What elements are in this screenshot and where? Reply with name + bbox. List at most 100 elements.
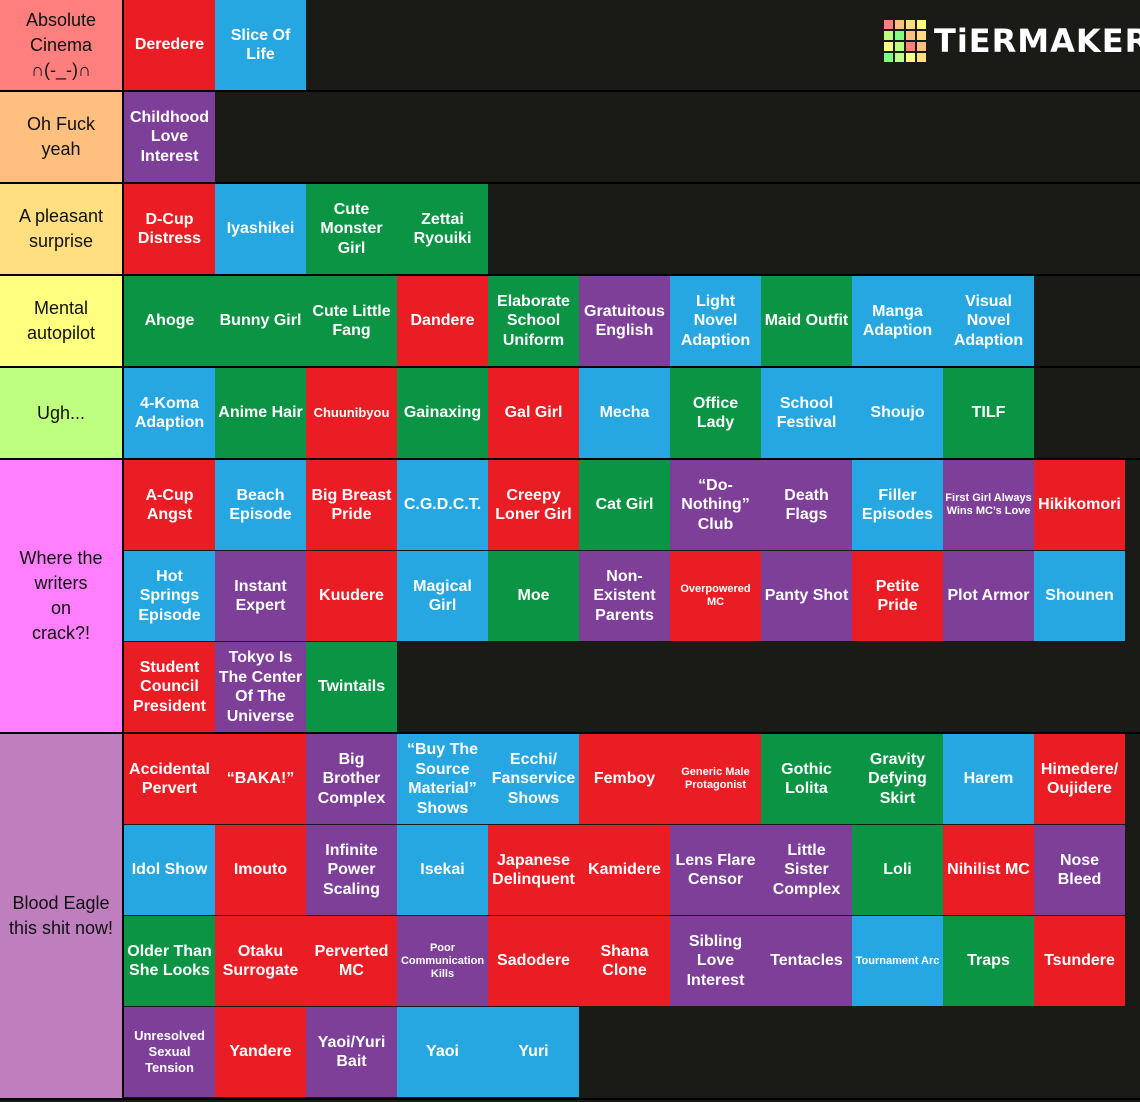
tier-item-tile[interactable]: Chuunibyou xyxy=(306,368,397,458)
tier-item-tile[interactable]: Student Council President xyxy=(124,642,215,732)
tier-item-tile[interactable]: Gravity Defying Skirt xyxy=(852,734,943,824)
tier-item-tile[interactable]: Yuri xyxy=(488,1007,579,1097)
tier-item-tile[interactable]: Imouto xyxy=(215,825,306,915)
tier-item-tile[interactable]: Light Novel Adaption xyxy=(670,276,761,366)
tier-item-tile[interactable]: Older Than She Looks xyxy=(124,916,215,1006)
tier-item-tile[interactable]: Petite Pride xyxy=(852,551,943,641)
tier-item-tile[interactable]: Gothic Lolita xyxy=(761,734,852,824)
tier-item-tile[interactable]: D-Cup Distress xyxy=(124,184,215,274)
tier-item-tile[interactable]: Nihilist MC xyxy=(943,825,1034,915)
tier-item-tile[interactable]: Traps xyxy=(943,916,1034,1006)
tier-item-tile[interactable]: Little Sister Complex xyxy=(761,825,852,915)
tier-item-tile[interactable]: Zettai Ryouiki xyxy=(397,184,488,274)
tier-item-tile[interactable]: Hot Springs Episode xyxy=(124,551,215,641)
tier-item-tile[interactable]: Idol Show xyxy=(124,825,215,915)
tier-item-tile[interactable]: Gal Girl xyxy=(488,368,579,458)
tier-item-tile[interactable]: Cute Little Fang xyxy=(306,276,397,366)
tier-item-tile[interactable]: Unresolved Sexual Tension xyxy=(124,1007,215,1097)
tier-item-tile[interactable]: Tournament Arc xyxy=(852,916,943,1006)
tier-item-tile[interactable]: Filler Episodes xyxy=(852,460,943,550)
tier-item-tile[interactable]: Ahoge xyxy=(124,276,215,366)
tier-item-tile[interactable]: Isekai xyxy=(397,825,488,915)
tier-item-tile[interactable]: Childhood Love Interest xyxy=(124,92,215,182)
tier-item-tile[interactable]: Infinite Power Scaling xyxy=(306,825,397,915)
tier-item-tile[interactable]: Shana Clone xyxy=(579,916,670,1006)
tier-item-tile[interactable]: Hikikomori xyxy=(1034,460,1125,550)
tier-item-tile[interactable]: Big Breast Pride xyxy=(306,460,397,550)
tier-item-tile[interactable]: Tokyo Is The Center Of The Universe xyxy=(215,642,306,732)
tier-item-tile[interactable]: Moe xyxy=(488,551,579,641)
tier-item-tile[interactable]: Lens Flare Censor xyxy=(670,825,761,915)
tier-label[interactable]: A pleasant surprise xyxy=(0,184,124,274)
tier-item-tile[interactable]: Yandere xyxy=(215,1007,306,1097)
tier-item-tile[interactable]: “Do-Nothing” Club xyxy=(670,460,761,550)
tier-item-tile[interactable]: Japanese Delinquent xyxy=(488,825,579,915)
tier-label[interactable]: Ugh... xyxy=(0,368,124,458)
tier-item-tile[interactable]: A-Cup Angst xyxy=(124,460,215,550)
logo-square-icon xyxy=(917,31,926,40)
tier-item-tile[interactable]: Cat Girl xyxy=(579,460,670,550)
tier-item-tile[interactable]: Ecchi/ Fanservice Shows xyxy=(488,734,579,824)
tier-item-tile[interactable]: Non-Existent Parents xyxy=(579,551,670,641)
tier-item-tile[interactable]: Panty Shot xyxy=(761,551,852,641)
tier-item-tile[interactable]: First Girl Always Wins MC’s Love xyxy=(943,460,1034,550)
tier-item-tile[interactable]: Sibling Love Interest xyxy=(670,916,761,1006)
tier-label[interactable]: Absolute Cinema ∩(-_-)∩ xyxy=(0,0,124,90)
tier-item-tile[interactable]: Otaku Surrogate xyxy=(215,916,306,1006)
tier-item-tile[interactable]: Harem xyxy=(943,734,1034,824)
tier-item-tile[interactable]: Instant Expert xyxy=(215,551,306,641)
tier-item-tile[interactable]: Sadodere xyxy=(488,916,579,1006)
tier-item-tile[interactable]: Bunny Girl xyxy=(215,276,306,366)
tier-item-tile[interactable]: Mecha xyxy=(579,368,670,458)
tier-item-tile[interactable]: Tentacles xyxy=(761,916,852,1006)
tier-item-tile[interactable]: Shounen xyxy=(1034,551,1125,641)
tier-item-tile[interactable]: “BAKA!” xyxy=(215,734,306,824)
tier-label[interactable]: Where the writers on crack?! xyxy=(0,460,124,732)
tier-label[interactable]: Mental autopilot xyxy=(0,276,124,366)
tier-item-tile[interactable]: Yaoi xyxy=(397,1007,488,1097)
tier-item-tile[interactable]: Deredere xyxy=(124,0,215,90)
tier-item-tile[interactable]: C.G.D.C.T. xyxy=(397,460,488,550)
tier-item-tile[interactable]: 4-Koma Adaption xyxy=(124,368,215,458)
tier-item-tile[interactable]: Manga Adaption xyxy=(852,276,943,366)
tier-item-tile[interactable]: Tsundere xyxy=(1034,916,1125,1006)
tier-item-tile[interactable]: TILF xyxy=(943,368,1034,458)
tier-item-tile[interactable]: Beach Episode xyxy=(215,460,306,550)
tier-item-tile[interactable]: Nose Bleed xyxy=(1034,825,1125,915)
tier-item-tile[interactable]: Kuudere xyxy=(306,551,397,641)
tier-item-tile[interactable]: Gratuitous English xyxy=(579,276,670,366)
logo-square-icon xyxy=(884,31,893,40)
tier-item-tile[interactable]: Perverted MC xyxy=(306,916,397,1006)
tier-item-tile[interactable]: Office Lady xyxy=(670,368,761,458)
tier-item-tile[interactable]: “Buy The Source Material” Shows xyxy=(397,734,488,824)
tier-label[interactable]: Oh Fuck yeah xyxy=(0,92,124,182)
logo-square-icon xyxy=(906,53,915,62)
tier-item-tile[interactable]: Gainaxing xyxy=(397,368,488,458)
tier-item-tile[interactable]: Plot Armor xyxy=(943,551,1034,641)
tier-item-tile[interactable]: Visual Novel Adaption xyxy=(943,276,1034,366)
tier-item-tile[interactable]: Cute Monster Girl xyxy=(306,184,397,274)
tier-item-tile[interactable]: Femboy xyxy=(579,734,670,824)
tier-item-tile[interactable]: Dandere xyxy=(397,276,488,366)
tier-item-tile[interactable]: Poor Communication Kills xyxy=(397,916,488,1006)
tier-item-tile[interactable]: Death Flags xyxy=(761,460,852,550)
tier-item-tile[interactable]: Creepy Loner Girl xyxy=(488,460,579,550)
tier-item-tile[interactable]: Big Brother Complex xyxy=(306,734,397,824)
tier-item-tile[interactable]: Overpowered MC xyxy=(670,551,761,641)
tier-item-tile[interactable]: Himedere/ Oujidere xyxy=(1034,734,1125,824)
tier-item-tile[interactable]: Slice Of Life xyxy=(215,0,306,90)
tier-item-tile[interactable]: Maid Outfit xyxy=(761,276,852,366)
tier-item-tile[interactable]: Kamidere xyxy=(579,825,670,915)
tier-item-tile[interactable]: Accidental Pervert xyxy=(124,734,215,824)
tier-item-tile[interactable]: Generic Male Protagonist xyxy=(670,734,761,824)
tier-item-tile[interactable]: Loli xyxy=(852,825,943,915)
tier-item-tile[interactable]: Magical Girl xyxy=(397,551,488,641)
tier-item-tile[interactable]: Iyashikei xyxy=(215,184,306,274)
tier-item-tile[interactable]: Yaoi/Yuri Bait xyxy=(306,1007,397,1097)
tier-item-tile[interactable]: Elaborate School Uniform xyxy=(488,276,579,366)
tier-item-tile[interactable]: Twintails xyxy=(306,642,397,732)
tier-item-tile[interactable]: Shoujo xyxy=(852,368,943,458)
tier-label[interactable]: Blood Eagle this shit now! xyxy=(0,734,124,1098)
tier-item-tile[interactable]: Anime Hair xyxy=(215,368,306,458)
tier-item-tile[interactable]: School Festival xyxy=(761,368,852,458)
